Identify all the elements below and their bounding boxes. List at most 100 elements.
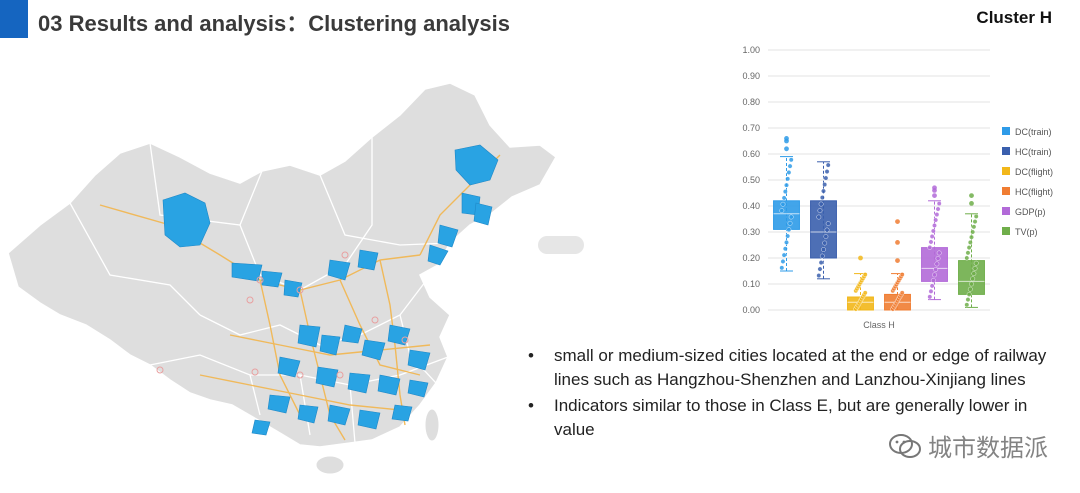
data-point: [821, 247, 826, 252]
data-point: [967, 239, 973, 245]
data-point: [928, 239, 934, 245]
data-point: [788, 214, 794, 220]
data-point: [934, 261, 940, 267]
china-map-svg: [7, 82, 557, 475]
city-region: [357, 409, 381, 430]
y-tick-label: 0.20: [742, 253, 760, 263]
data-point: [816, 214, 822, 220]
watermark-text: 城市数据派: [928, 434, 1048, 462]
data-point: [930, 277, 936, 283]
data-point: [823, 234, 829, 239]
data-point: [825, 221, 831, 226]
data-point: [927, 245, 933, 250]
boxplot-chart: 0.00 0.10 0.20 0.30 0.40 0.50 0.60 0.70 0.80 0.90…: [720, 38, 1065, 338]
data-point: [973, 213, 979, 219]
legend-label: TV(p): [1015, 227, 1038, 237]
slide-title: 03 Results and analysis：Clustering analy…: [38, 11, 510, 36]
data-point: [821, 188, 826, 194]
data-point: [932, 223, 937, 228]
data-point: [818, 260, 824, 265]
data-point: [969, 234, 974, 240]
slider-handle[interactable]: [538, 236, 584, 254]
city-region: [347, 372, 371, 394]
data-point: [779, 265, 785, 271]
data-point: [964, 302, 970, 308]
data-point: [817, 266, 823, 272]
data-point: [899, 290, 905, 296]
data-point: [785, 233, 791, 239]
data-point: [787, 163, 793, 169]
data-point: [966, 291, 972, 297]
data-point: [933, 267, 939, 272]
city-region: [387, 324, 411, 346]
y-tick-label: 0.00: [742, 305, 760, 315]
data-point: [786, 170, 792, 175]
data-point: [862, 290, 868, 296]
outlier-point: [932, 185, 937, 191]
legend-swatch: [1002, 127, 1010, 135]
box: [773, 200, 800, 230]
data-point: [972, 219, 978, 225]
city-region: [473, 202, 493, 226]
data-point: [781, 252, 787, 258]
city-region: [327, 259, 351, 281]
x-axis-label: Class H: [863, 320, 895, 330]
data-point: [929, 283, 935, 289]
data-point: [817, 208, 823, 213]
data-point: [816, 273, 822, 278]
data-point: [935, 256, 941, 261]
data-point: [788, 157, 794, 163]
data-point: [972, 265, 978, 271]
bullet-text: Indicators similar to those in Class E, …: [554, 396, 1028, 439]
data-point: [973, 260, 979, 266]
data-point: [787, 220, 793, 226]
city-region: [327, 404, 351, 426]
data-point: [928, 288, 934, 294]
outlier-point: [895, 219, 900, 225]
data-point: [819, 253, 825, 259]
outlier-point: [969, 193, 974, 199]
title-accent-bar: [0, 0, 28, 38]
data-point: [936, 250, 942, 256]
data-point: [935, 206, 941, 212]
city-region: [407, 349, 431, 371]
city-region: [297, 404, 319, 424]
data-point: [782, 189, 788, 194]
city-region: [231, 262, 263, 282]
city-region: [315, 366, 339, 388]
city-region: [319, 334, 341, 356]
china-cluster-map: [0, 75, 565, 480]
bullet-marker: •: [528, 346, 534, 365]
data-point: [823, 175, 829, 181]
data-point: [966, 245, 972, 251]
data-point: [780, 201, 786, 207]
city-region: [162, 192, 211, 248]
bullet-item: • Indicators similar to those in Class E…: [528, 394, 1048, 442]
city-region: [361, 339, 386, 361]
y-tick-label: 0.90: [742, 71, 760, 81]
china-land: [7, 82, 557, 448]
data-point: [930, 228, 936, 234]
city-region: [357, 249, 379, 271]
data-point: [933, 217, 939, 223]
data-point: [782, 246, 788, 252]
city-region: [454, 144, 499, 186]
bullet-item: • small or medium-sized cities located a…: [528, 344, 1048, 392]
data-point: [970, 229, 976, 235]
y-tick-label: 1.00: [742, 45, 760, 55]
y-tick-label: 0.70: [742, 123, 760, 133]
y-tick-label: 0.30: [742, 227, 760, 237]
cluster-label: Cluster H: [976, 8, 1052, 27]
city-region: [251, 419, 271, 436]
data-point: [929, 234, 935, 239]
data-point: [934, 212, 940, 217]
data-point: [825, 162, 831, 168]
bullet-marker: •: [528, 396, 534, 415]
legend-label: DC(train): [1015, 127, 1052, 137]
legend-swatch: [1002, 227, 1010, 235]
data-point: [785, 176, 791, 182]
bullet-text: small or medium-sized cities located at …: [554, 346, 1047, 389]
data-point: [965, 250, 971, 256]
data-point: [824, 169, 830, 174]
data-point: [862, 272, 868, 278]
